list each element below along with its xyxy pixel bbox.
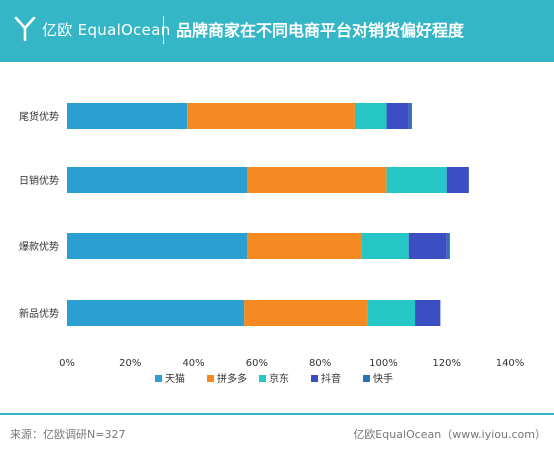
x-tick-label: 40% bbox=[182, 358, 204, 369]
bar-segment bbox=[367, 300, 416, 326]
legend-swatch bbox=[207, 375, 214, 382]
x-tick-label: 140% bbox=[496, 358, 525, 369]
bar-segment bbox=[408, 103, 412, 129]
bar-segment bbox=[386, 167, 447, 193]
legend-swatch bbox=[311, 375, 318, 382]
bar-segment bbox=[386, 103, 409, 129]
brand-name: 亿欧 EqualOcean bbox=[42, 21, 171, 39]
legend-swatch bbox=[363, 375, 370, 382]
category-label: 尾货优势 bbox=[19, 110, 59, 123]
legend-label: 京东 bbox=[269, 372, 289, 385]
bar-segment bbox=[361, 233, 409, 259]
source-note: 来源：亿欧调研N=327 bbox=[10, 428, 126, 441]
x-tick-label: 20% bbox=[119, 358, 141, 369]
logo-icon bbox=[14, 16, 36, 42]
credit-note: 亿欧EqualOcean（www.iyiou.com） bbox=[353, 428, 546, 441]
legend-label: 抖音 bbox=[321, 372, 341, 385]
bar-segment bbox=[244, 300, 368, 326]
category-label: 日销优势 bbox=[19, 174, 59, 187]
bar-segment bbox=[187, 103, 355, 129]
bar-segment bbox=[67, 233, 248, 259]
bar-segment bbox=[408, 233, 447, 259]
legend-label: 天猫 bbox=[165, 372, 185, 385]
x-tick-label: 0% bbox=[59, 358, 75, 369]
x-tick-label: 100% bbox=[369, 358, 398, 369]
x-tick-label: 80% bbox=[309, 358, 331, 369]
bar-segment bbox=[247, 167, 387, 193]
bar-segment bbox=[354, 103, 387, 129]
category-label: 新品优势 bbox=[19, 307, 59, 320]
bar-segment bbox=[247, 233, 362, 259]
legend-swatch bbox=[259, 375, 266, 382]
legend-label: 快手 bbox=[373, 372, 393, 385]
footer-divider bbox=[0, 413, 554, 415]
legend-swatch bbox=[155, 375, 162, 382]
header-banner: 亿欧 EqualOcean 品牌商家在不同电商平台对销货偏好程度 bbox=[0, 0, 554, 62]
x-tick-label: 120% bbox=[432, 358, 461, 369]
bar-segment bbox=[67, 103, 188, 129]
bar-segment bbox=[446, 167, 469, 193]
bar-segment bbox=[446, 233, 450, 259]
legend-label: 拼多多 bbox=[217, 372, 247, 385]
header-divider bbox=[163, 16, 164, 44]
chart-title: 品牌商家在不同电商平台对销货偏好程度 bbox=[176, 21, 465, 40]
bar-segment bbox=[67, 300, 245, 326]
bar-segment bbox=[415, 300, 441, 326]
category-label: 爆款优势 bbox=[19, 240, 59, 253]
x-tick-label: 60% bbox=[246, 358, 268, 369]
bar-segment bbox=[67, 167, 248, 193]
